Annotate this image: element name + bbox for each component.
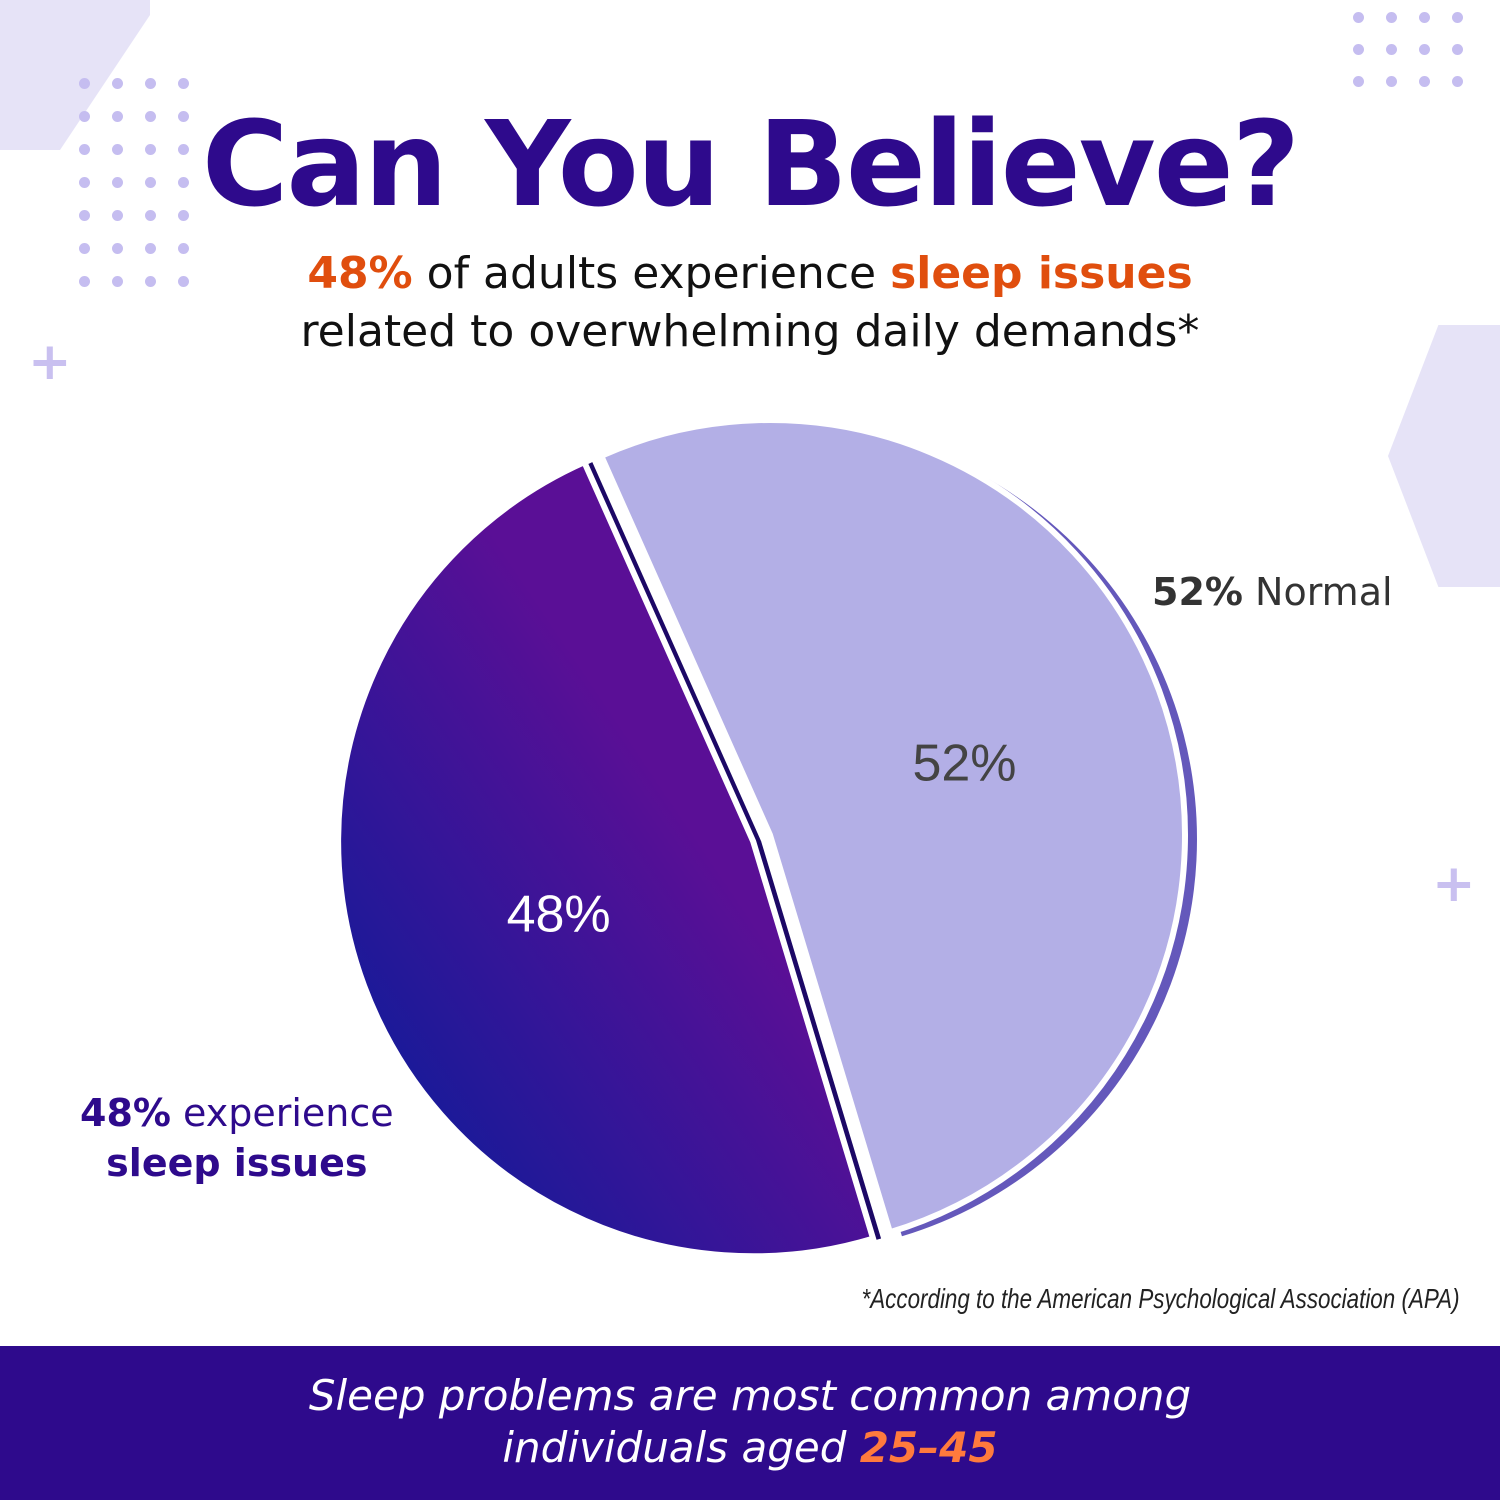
source-note: *According to the American Psychological… xyxy=(861,1283,1460,1314)
legend-pct: 52% xyxy=(1152,570,1243,614)
decor-dot xyxy=(178,210,189,221)
decor-dot xyxy=(145,144,156,155)
decor-dot xyxy=(145,78,156,89)
decor-dot xyxy=(79,210,90,221)
decor-dot xyxy=(1353,12,1364,23)
legend-sleep-issues: 48% experience sleep issues xyxy=(80,1088,394,1188)
decor-dot xyxy=(1419,12,1430,23)
decor-dot xyxy=(1419,44,1430,55)
subtitle-line1: 48% of adults experience sleep issues xyxy=(0,248,1500,299)
decor-dot xyxy=(112,276,123,287)
decor-dot xyxy=(1353,76,1364,87)
pie-slice-experience-sleep-issues xyxy=(335,458,877,1260)
footer-line2: individuals aged 25–45 xyxy=(0,1422,1500,1474)
data-label: 52% xyxy=(912,735,1016,793)
decor-dot xyxy=(145,111,156,122)
decor-dot xyxy=(1452,76,1463,87)
decor-dot xyxy=(1386,44,1397,55)
highlight-percent: 48% xyxy=(307,248,413,299)
decor-dot xyxy=(79,111,90,122)
decor-dot xyxy=(1386,12,1397,23)
decor-dot xyxy=(145,210,156,221)
decor-dot xyxy=(145,177,156,188)
decor-dot xyxy=(79,243,90,254)
decor-dot xyxy=(79,144,90,155)
decor-dot xyxy=(1419,76,1430,87)
legend-text: Normal xyxy=(1242,570,1393,614)
decor-dot xyxy=(112,144,123,155)
pie-slice-normal xyxy=(597,417,1188,1237)
plus-icon: + xyxy=(28,332,72,392)
decor-dot-grid xyxy=(1353,12,1485,87)
footer-banner: Sleep problems are most common among ind… xyxy=(0,1346,1500,1500)
decor-dot xyxy=(178,78,189,89)
legend-text: experience xyxy=(170,1091,394,1135)
legend-normal: 52% Normal xyxy=(1152,570,1393,614)
subtitle-text: of adults experience xyxy=(412,248,891,299)
decor-dot xyxy=(79,78,90,89)
decor-dot xyxy=(178,243,189,254)
footer-line1: Sleep problems are most common among xyxy=(308,1371,1192,1420)
decor-dot xyxy=(79,177,90,188)
decor-dot xyxy=(112,78,123,89)
page-title: Can You Believe? xyxy=(201,95,1300,233)
decor-dot xyxy=(112,210,123,221)
decor-dot xyxy=(1386,76,1397,87)
decor-dot xyxy=(112,177,123,188)
decor-dot xyxy=(112,243,123,254)
decor-dot-grid xyxy=(79,78,211,287)
decor-dot xyxy=(178,111,189,122)
decor-dot xyxy=(1452,44,1463,55)
decor-dot xyxy=(1353,44,1364,55)
footer-age-range: 25–45 xyxy=(859,1423,998,1472)
decor-dot xyxy=(79,276,90,287)
subtitle-line2: related to overwhelming daily demands* xyxy=(300,306,1200,357)
decor-dot xyxy=(112,111,123,122)
footer-text: individuals aged xyxy=(502,1423,860,1472)
decor-dot xyxy=(178,177,189,188)
highlight-sleep-issues: sleep issues xyxy=(890,248,1193,299)
decor-dot xyxy=(178,144,189,155)
data-label: 48% xyxy=(507,886,611,944)
decor-dot xyxy=(1452,12,1463,23)
decor-dot xyxy=(178,276,189,287)
decor-dot xyxy=(145,243,156,254)
decor-dot xyxy=(145,276,156,287)
legend-text-line2: sleep issues xyxy=(106,1141,368,1185)
plus-icon: + xyxy=(1432,854,1476,914)
legend-pct: 48% xyxy=(80,1091,171,1135)
